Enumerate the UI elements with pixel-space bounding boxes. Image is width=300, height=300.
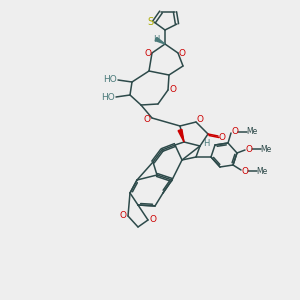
Text: H: H	[203, 140, 209, 148]
Text: O: O	[245, 145, 253, 154]
Text: O: O	[143, 116, 151, 124]
Text: O: O	[149, 215, 157, 224]
Text: O: O	[242, 167, 248, 176]
Text: Me: Me	[260, 145, 272, 154]
Text: S: S	[147, 17, 153, 27]
Text: HO: HO	[101, 92, 115, 101]
Polygon shape	[155, 38, 165, 44]
Polygon shape	[178, 129, 184, 142]
Text: O: O	[145, 49, 152, 58]
Text: O: O	[218, 134, 226, 142]
Text: O: O	[119, 212, 127, 220]
Text: Me: Me	[256, 167, 268, 176]
Text: O: O	[232, 128, 238, 136]
Text: Me: Me	[246, 128, 258, 136]
Text: HO: HO	[103, 76, 117, 85]
Text: O: O	[196, 116, 203, 124]
Text: O: O	[169, 85, 176, 94]
Text: O: O	[178, 49, 185, 58]
Text: H: H	[153, 35, 159, 44]
